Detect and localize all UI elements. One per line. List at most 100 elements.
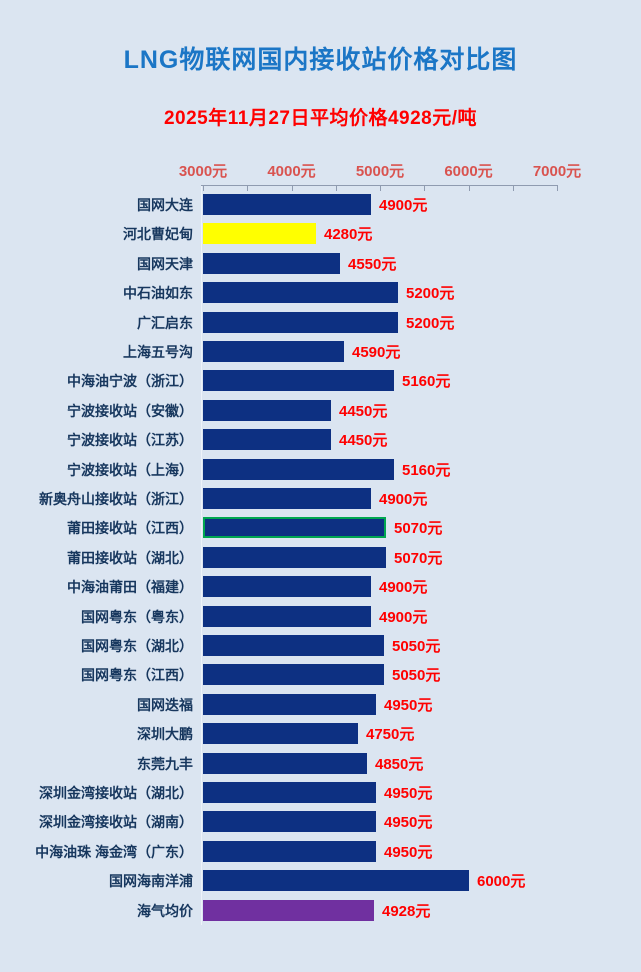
chart-row: 中海油莆田（福建） 4900元 [0,572,641,601]
chart-row: 新奥舟山接收站（浙江） 4900元 [0,484,641,513]
price-bar [203,635,384,656]
category-label: 东莞九丰 [137,755,193,772]
value-label: 4950元 [384,785,433,802]
value-label: 4900元 [379,491,428,508]
category-label: 国网大连 [137,196,193,213]
category-label: 中海油莆田（福建） [67,578,193,595]
price-bar [203,429,331,450]
axis-tick-label: 5000元 [355,163,405,180]
chart-row: 莆田接收站（湖北） 5070元 [0,543,641,572]
chart-row: 深圳金湾接收站（湖南） 4950元 [0,807,641,836]
chart-row: 宁波接收站（江苏） 4450元 [0,425,641,454]
price-bar [203,811,376,832]
category-label: 国网粤东（江西） [81,666,193,683]
value-label: 4900元 [379,609,428,626]
chart-row: 国网粤东（湖北） 5050元 [0,631,641,660]
price-bar [203,459,394,480]
price-bar [203,194,371,215]
price-bar [203,253,340,274]
category-label: 国网天津 [137,255,193,272]
category-label: 中海油珠 海金湾（广东） [35,843,193,860]
category-label: 新奥舟山接收站（浙江） [39,490,193,507]
chart-row: 河北曹妃甸 4280元 [0,219,641,248]
category-label: 海气均价 [137,902,193,919]
value-label: 4850元 [375,756,424,773]
price-bar [203,488,371,509]
category-label: 莆田接收站（江西） [67,519,193,536]
value-label: 6000元 [477,873,526,890]
price-bar [203,900,374,921]
category-label: 中石油如东 [123,284,193,301]
axis-tick-mark [557,186,558,191]
price-bar [203,723,358,744]
chart-row: 上海五号沟 4590元 [0,337,641,366]
axis-tick-mark [203,186,204,191]
chart-subtitle: 2025年11月27日平均价格4928元/吨 [163,108,478,129]
chart-row: 中海油宁波（浙江） 5160元 [0,366,641,395]
chart-row: 国网粤东（江西） 5050元 [0,660,641,689]
value-label: 5200元 [406,315,455,332]
value-label: 4950元 [384,814,433,831]
chart-row: 深圳金湾接收站（湖北） 4950元 [0,778,641,807]
price-bar [203,341,344,362]
value-label: 5070元 [394,550,443,567]
axis-tick-mark [468,186,470,191]
value-label: 4900元 [379,197,428,214]
category-label: 深圳金湾接收站（湖北） [39,784,193,801]
value-label: 5160元 [402,462,451,479]
price-bar [203,870,469,891]
value-label: 4450元 [339,403,388,420]
axis-tick-mark [247,186,249,191]
axis-tick-label: 6000元 [444,163,493,180]
price-bar [203,841,376,862]
value-label: 4590元 [352,344,401,361]
category-label: 上海五号沟 [123,343,193,360]
category-label: 宁波接收站（安徽） [67,402,193,419]
chart-row: 国网迭福 4950元 [0,690,641,719]
price-bar [203,782,376,803]
axis-line [201,185,558,186]
value-label: 5160元 [402,373,451,390]
value-label: 4928元 [382,903,431,920]
chart-row: 广汇启东 5200元 [0,308,641,337]
price-bar [203,312,398,333]
chart-row: 中石油如东 5200元 [0,278,641,307]
plot-baseline [201,186,202,925]
category-label: 宁波接收站（江苏） [67,431,193,448]
chart-row: 国网大连 4900元 [0,190,641,219]
category-label: 深圳大鹏 [137,725,193,742]
chart-row: 莆田接收站（江西） 5070元 [0,513,641,542]
value-label: 5050元 [392,638,441,655]
value-label: 4950元 [384,844,433,861]
category-label: 国网海南洋浦 [109,872,193,889]
chart-row: 中海油珠 海金湾（广东） 4950元 [0,837,641,866]
price-bar [203,664,384,685]
axis-tick-label: 7000元 [532,163,582,180]
axis-tick-mark [380,186,381,191]
axis-tick-label: 3000元 [178,163,228,180]
price-bar [203,606,371,627]
price-bar [203,517,386,538]
chart-row: 海气均价 4928元 [0,896,641,925]
chart-row: 国网海南洋浦 6000元 [0,866,641,895]
category-label: 国网粤东（湖北） [81,637,193,654]
axis-tick-mark [335,186,337,191]
price-bar [203,694,376,715]
value-label: 4550元 [348,256,397,273]
price-bar [203,223,316,244]
chart-row: 国网天津 4550元 [0,249,641,278]
value-label: 4450元 [339,432,388,449]
category-label: 国网迭福 [137,696,193,713]
category-label: 中海油宁波（浙江） [67,372,193,389]
axis-tick-mark [512,186,514,191]
axis-tick-mark [424,186,426,191]
chart-row: 国网粤东（粤东） 4900元 [0,602,641,631]
category-label: 宁波接收站（上海） [67,461,193,478]
price-bar [203,547,386,568]
price-bar [203,576,371,597]
category-label: 深圳金湾接收站（湖南） [39,813,193,830]
category-label: 莆田接收站（湖北） [67,549,193,566]
axis-tick-label: 4000元 [267,163,316,180]
value-label: 5050元 [392,667,441,684]
